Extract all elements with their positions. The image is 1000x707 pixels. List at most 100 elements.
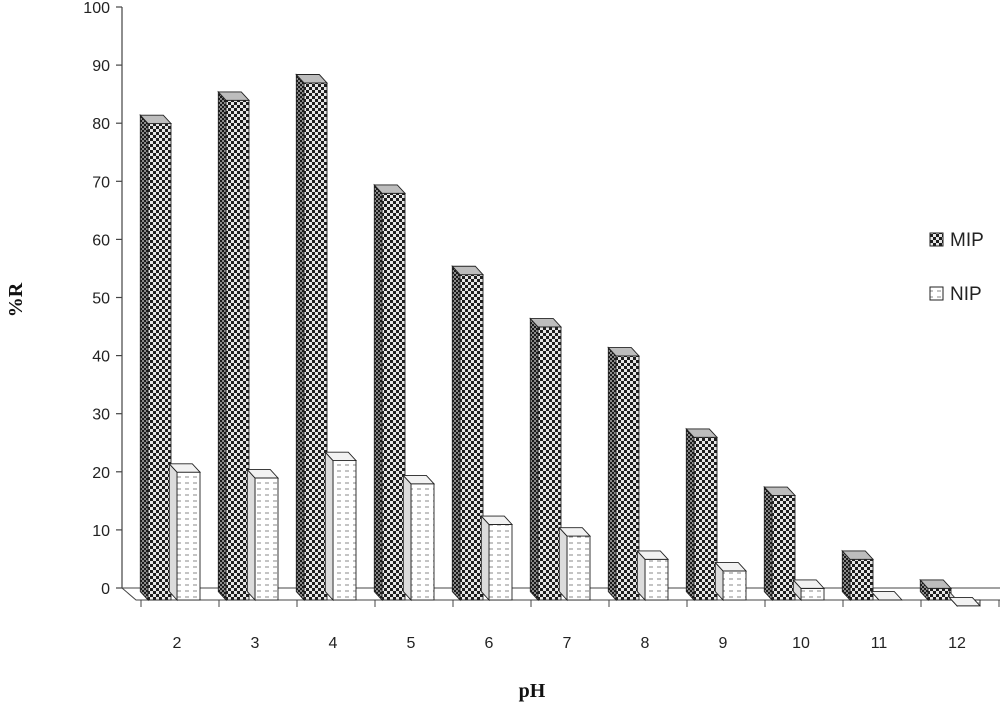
bar-mip-12 xyxy=(919,578,953,602)
x-tick-label: 9 xyxy=(719,635,728,652)
bar-front xyxy=(254,477,279,601)
legend-swatch-mip xyxy=(929,232,944,247)
y-tick-label: 100 xyxy=(83,0,110,17)
bar-side xyxy=(763,485,773,602)
bar-top xyxy=(402,474,436,485)
bar-nip-12 xyxy=(948,590,982,607)
bar-front xyxy=(225,99,250,601)
bar-front xyxy=(927,587,952,601)
bar-mip-11 xyxy=(841,549,875,602)
x-tick-label: 3 xyxy=(251,635,260,652)
bar-top xyxy=(763,486,797,496)
bar-front xyxy=(800,587,825,601)
x-axis-title: pH xyxy=(519,680,546,702)
bar-side xyxy=(685,427,695,602)
x-tick-label: 12 xyxy=(948,635,966,652)
bar-front xyxy=(410,483,435,601)
bar-mip-7 xyxy=(529,317,563,602)
bar-top xyxy=(295,74,329,84)
bars-layer: 2 3 4 5 6 7 8 9 10 11 12 xyxy=(139,73,982,652)
bar-front xyxy=(771,494,796,601)
bar-side xyxy=(373,183,383,602)
bar-mip-8 xyxy=(607,346,641,602)
y-tick-label: 30 xyxy=(92,407,110,424)
bar-front xyxy=(537,326,562,601)
bar-top xyxy=(685,428,719,438)
bar-side xyxy=(529,317,539,602)
bar-nip-4 xyxy=(324,451,358,602)
bar-top xyxy=(139,114,173,125)
bar-top xyxy=(529,318,563,328)
y-tick-label: 0 xyxy=(101,581,110,598)
bar-side xyxy=(402,474,412,602)
bar-top xyxy=(792,579,826,589)
bar-front xyxy=(722,570,747,601)
bar-front xyxy=(566,535,591,601)
x-tick-label: 7 xyxy=(563,635,572,652)
y-tick-label: 40 xyxy=(92,349,110,366)
bar-top xyxy=(373,184,407,194)
bar-nip-8 xyxy=(636,549,670,602)
y-tick-label: 50 xyxy=(92,291,110,308)
x-tick-label: 8 xyxy=(641,635,650,652)
bar-nip-3 xyxy=(246,468,280,602)
bar-mip-5 xyxy=(373,183,407,602)
x-tick-label: 6 xyxy=(485,635,494,652)
bar-side xyxy=(217,90,227,602)
legend-label-nip: NIP xyxy=(950,284,982,305)
bar-top xyxy=(480,515,514,525)
x-tick-label: 2 xyxy=(173,635,182,652)
bar-front xyxy=(644,558,669,601)
x-tick-label: 5 xyxy=(407,635,416,652)
bar-front xyxy=(459,274,484,601)
bar-top xyxy=(841,550,875,560)
bar-side xyxy=(295,73,305,602)
bar-front xyxy=(147,123,172,601)
bar-nip-6 xyxy=(480,514,514,602)
bar-side xyxy=(480,514,490,602)
bar-nip-5 xyxy=(402,474,436,602)
bar-top xyxy=(217,91,251,101)
bar-side xyxy=(607,346,617,602)
bar-top xyxy=(714,562,748,572)
bar-front xyxy=(693,436,718,601)
legend: MIP NIP xyxy=(929,230,984,305)
y-tick-label: 60 xyxy=(92,232,110,249)
bar-side xyxy=(558,526,568,602)
legend-label-mip: MIP xyxy=(950,230,984,251)
bar-front xyxy=(849,558,874,601)
x-tick-label: 11 xyxy=(871,635,888,652)
y-axis-title: %R xyxy=(5,282,27,317)
bar-side xyxy=(246,468,256,602)
bar-side xyxy=(139,114,149,602)
bar-nip-10 xyxy=(792,578,826,602)
bar-side xyxy=(451,265,461,602)
bar-front xyxy=(615,355,640,601)
y-tick-label: 80 xyxy=(92,116,110,133)
bar-front xyxy=(176,471,201,601)
bar-front xyxy=(332,460,357,601)
bar-top xyxy=(607,347,641,357)
bar-top xyxy=(558,527,592,537)
legend-swatch-nip xyxy=(929,286,944,301)
bar-top xyxy=(948,596,982,607)
bar-front xyxy=(488,524,513,601)
bar-mip-9 xyxy=(685,427,719,602)
x-tick-label: 4 xyxy=(329,635,338,652)
y-tick-label: 90 xyxy=(92,58,110,75)
bar-side xyxy=(324,451,334,602)
bar-front xyxy=(303,82,328,601)
bar-nip-2 xyxy=(168,462,202,602)
bar-top xyxy=(919,579,953,589)
bar-top xyxy=(870,591,904,601)
bar-top xyxy=(451,265,485,276)
x-tick-label: 10 xyxy=(792,635,810,652)
y-tick-label: 20 xyxy=(92,465,110,482)
bar-mip-4 xyxy=(295,73,329,602)
bar-mip-3 xyxy=(217,90,251,602)
bar-nip-9 xyxy=(714,561,748,602)
bar-mip-6 xyxy=(451,265,485,602)
bar-mip-2 xyxy=(139,114,173,602)
bar-top xyxy=(636,550,670,560)
